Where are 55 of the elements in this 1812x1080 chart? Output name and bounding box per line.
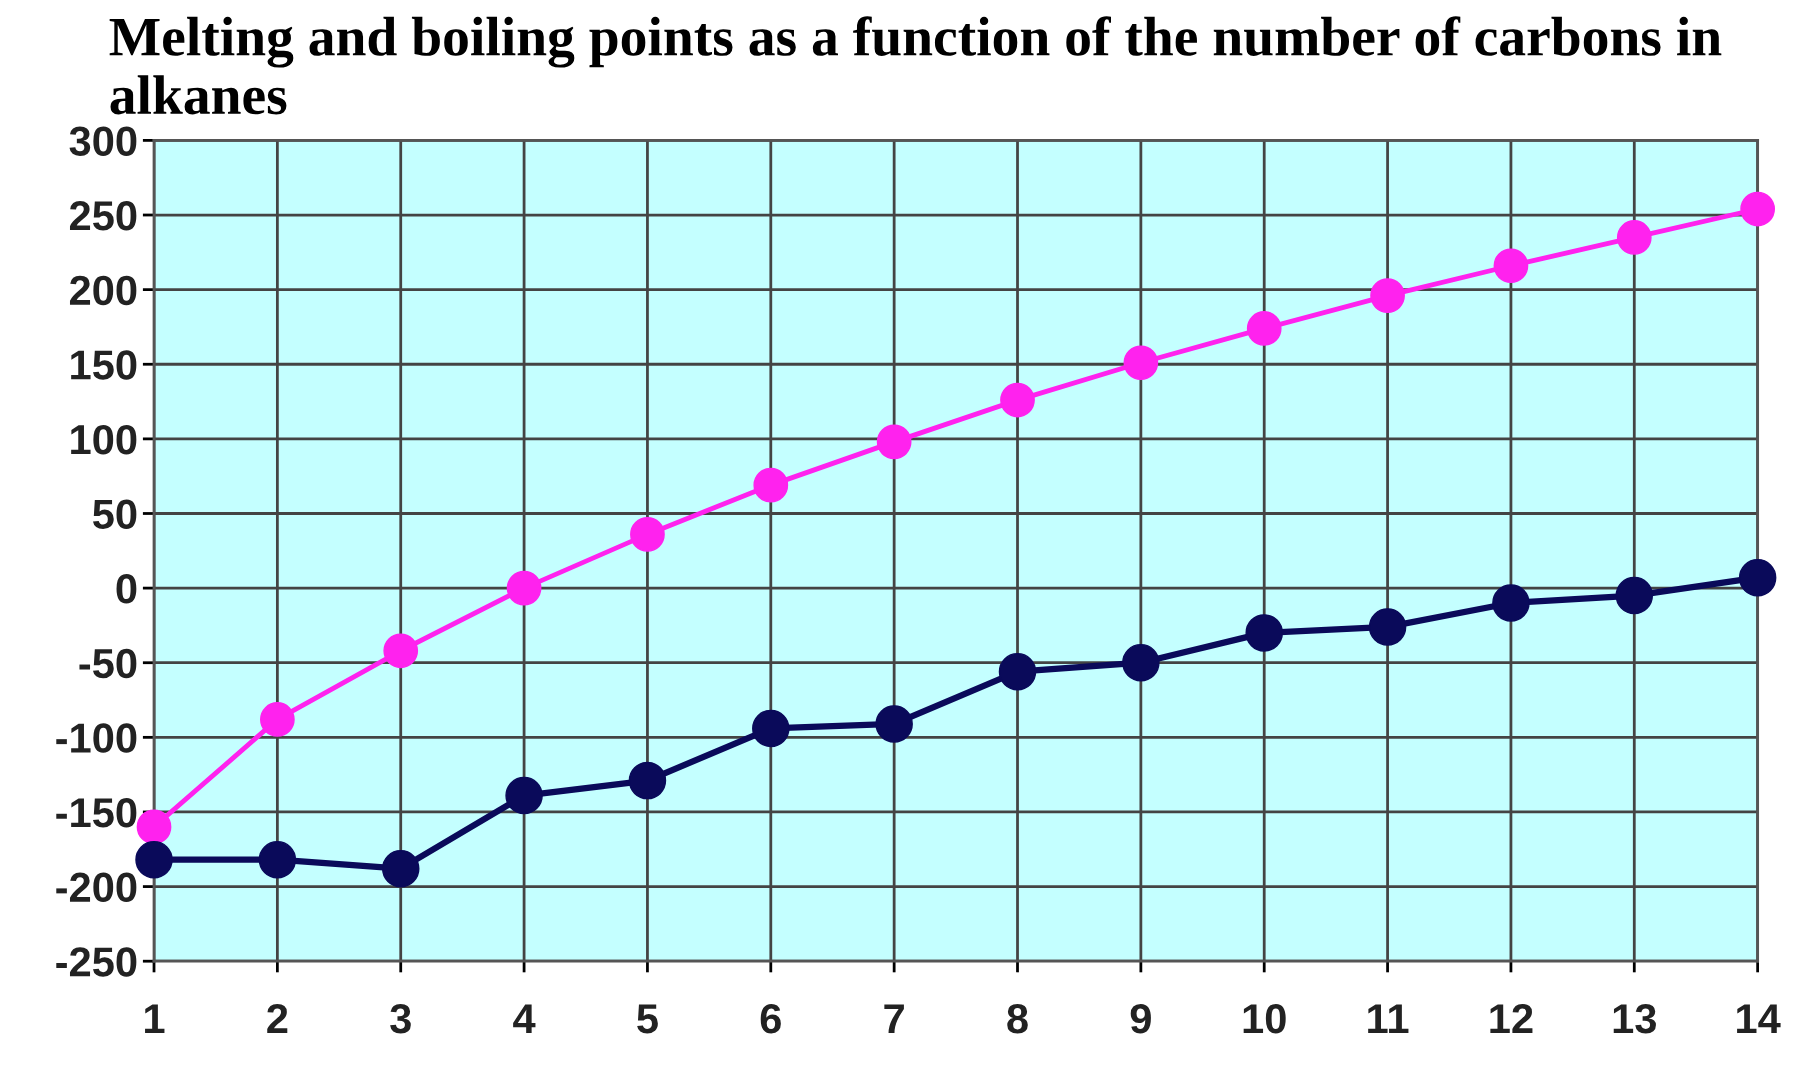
point xyxy=(875,705,913,743)
point xyxy=(1492,584,1530,622)
point xyxy=(506,570,542,606)
point xyxy=(753,467,789,503)
point xyxy=(505,776,543,815)
point xyxy=(1122,643,1160,682)
point xyxy=(1245,614,1283,652)
point xyxy=(136,809,172,845)
x-tick-label: 6 xyxy=(760,1003,781,1034)
y-tick-label: -150 xyxy=(56,797,137,828)
y-tick-label: 0 xyxy=(116,574,137,604)
point xyxy=(630,517,665,552)
x-tick-label: 8 xyxy=(1007,1003,1028,1034)
y-tick-label: -100 xyxy=(56,723,137,753)
x-tick-label: 10 xyxy=(1243,1003,1286,1034)
point xyxy=(260,702,295,737)
x-tick-label: 1 xyxy=(145,1004,165,1034)
point xyxy=(876,424,912,460)
point xyxy=(1368,608,1407,646)
point xyxy=(1616,220,1652,255)
y-tick-label: 100 xyxy=(71,424,137,455)
y-tick-label: 200 xyxy=(69,275,137,306)
point xyxy=(135,840,173,879)
point xyxy=(1246,311,1282,346)
x-tick-label: 12 xyxy=(1490,1003,1533,1034)
x-tick-label: 4 xyxy=(513,1004,536,1034)
x-tick-label: 7 xyxy=(884,1004,904,1034)
point xyxy=(1000,382,1035,418)
x-tick-label: 13 xyxy=(1613,1003,1656,1034)
y-tick-label: 50 xyxy=(92,499,137,529)
point xyxy=(998,652,1037,691)
chart-title: Melting and boiling points as a function of the number of carbons in alkanes xyxy=(109,16,1722,115)
point xyxy=(1370,278,1405,313)
x-tick-label: 3 xyxy=(390,1003,411,1034)
x-tick-label: 11 xyxy=(1368,1004,1409,1034)
x-tick-label: 2 xyxy=(267,1003,288,1034)
point xyxy=(1740,191,1776,227)
point xyxy=(1615,576,1654,615)
y-tick-label: 150 xyxy=(71,350,137,380)
point xyxy=(1493,248,1529,284)
point xyxy=(381,849,420,888)
point xyxy=(628,761,667,800)
y-tick-label: -50 xyxy=(79,648,137,679)
point xyxy=(383,633,419,669)
point xyxy=(752,709,790,748)
point xyxy=(258,840,297,879)
x-tick-label: 5 xyxy=(637,1004,658,1034)
y-tick-label: -200 xyxy=(56,872,137,903)
y-tick-label: 300 xyxy=(69,126,137,156)
point xyxy=(1738,558,1777,597)
point xyxy=(1123,345,1159,381)
x-tick-label: 14 xyxy=(1737,1004,1781,1034)
y-tick-label: 250 xyxy=(69,201,137,231)
y-tick-label: -250 xyxy=(56,947,137,977)
x-tick-label: 9 xyxy=(1130,1003,1151,1034)
